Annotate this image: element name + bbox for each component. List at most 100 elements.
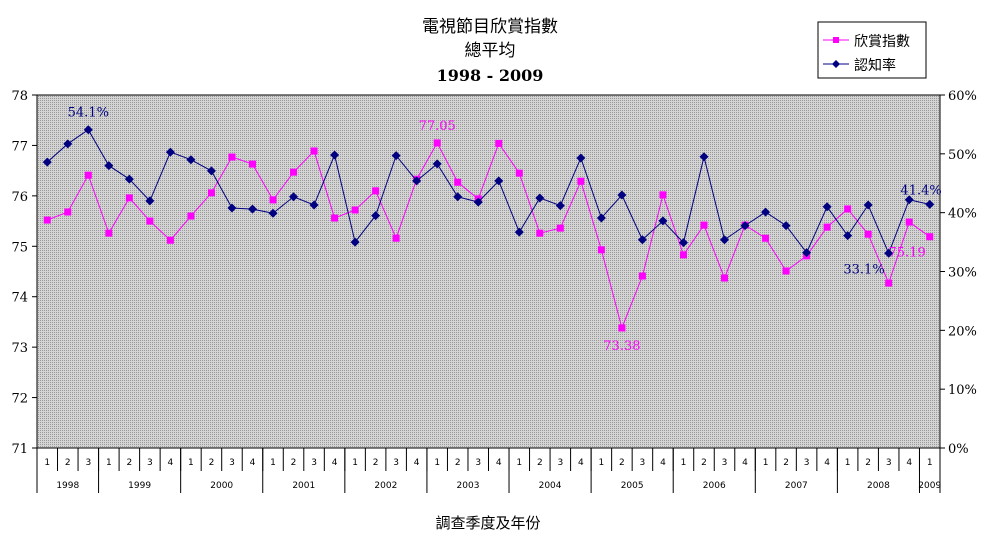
data-point-diamond [863,200,873,210]
data-point-square [618,324,626,332]
data-point-diamond [596,213,606,223]
quarter-label: 4 [578,458,584,468]
data-point-square [187,212,195,220]
year-label: 2003 [457,481,480,491]
data-point-diamond [720,235,730,245]
quarter-label: 4 [496,458,502,468]
y-left-tick-label: 71 [11,442,28,457]
data-point-square [331,214,339,222]
data-point-square [166,236,174,244]
y-left-tick-label: 77 [11,139,28,154]
quarter-label: 1 [106,458,112,468]
data-point-diamond [63,139,73,149]
data-point-square [248,160,256,168]
data-point-diamond [412,176,422,186]
quarter-label: 2 [373,458,379,468]
data-point-diamond [555,201,565,211]
data-point-diamond [145,196,155,206]
chart-title: 電視節目欣賞指數 [422,17,558,37]
quarter-label: 2 [619,458,625,468]
data-point-square [146,217,154,225]
quarter-label: 4 [414,458,420,468]
year-label: 2008 [867,481,890,491]
data-point-diamond [268,208,278,218]
data-point-diamond [371,211,381,221]
year-label: 1998 [56,481,79,491]
data-point-square [536,229,544,237]
data-point-diamond [165,147,175,157]
data-point-diamond [330,150,340,160]
data-point-diamond [206,166,216,176]
year-label: 2007 [785,481,808,491]
data-point-diamond [904,195,914,205]
series-line-1 [46,128,930,255]
y-right-tick-label: 30% [948,266,977,281]
data-label: 41.4% [900,183,941,198]
data-point-square [556,224,564,232]
data-point-diamond [761,207,771,217]
year-label: 2001 [292,481,315,491]
data-point-square [905,218,913,226]
data-point-diamond [42,157,52,167]
data-point-diamond [576,153,586,163]
quarter-label: 4 [742,458,748,468]
quarter-label: 1 [352,458,358,468]
data-point-diamond [289,192,299,202]
quarter-label: 4 [332,458,338,468]
chart-subtitle: 總平均 [465,41,516,61]
data-point-diamond [802,248,812,258]
data-label: 77.05 [419,119,456,134]
year-label: 1999 [128,481,151,491]
quarter-label: 4 [824,458,830,468]
y-right-tick-label: 10% [948,383,977,398]
quarter-label: 1 [44,458,50,468]
data-point-diamond [247,204,257,214]
data-point-square [207,189,215,197]
data-point-square [228,153,236,161]
quarter-label: 2 [701,458,707,468]
data-point-square [105,229,113,237]
data-point-square [433,139,441,147]
legend-label: 認知率 [854,57,896,74]
legend-marker-diamond [832,60,840,68]
data-point-diamond [637,235,647,245]
data-point-diamond [535,193,545,203]
data-point-diamond [453,192,463,202]
data-point-diamond [884,248,894,258]
legend-marker-square [833,37,839,43]
data-point-diamond [186,155,196,165]
data-label: 75.19 [889,246,926,261]
quarter-label: 1 [845,458,851,468]
quarter-label: 3 [311,458,317,468]
quarter-label: 2 [537,458,543,468]
data-point-diamond [350,237,360,247]
quarter-label: 3 [640,458,646,468]
quarter-label: 3 [886,458,892,468]
data-point-diamond [658,216,668,226]
data-point-square [885,279,893,287]
quarter-label: 1 [927,458,933,468]
data-point-diamond [309,200,319,210]
quarter-label: 4 [906,458,912,468]
data-point-diamond [124,174,134,184]
year-label: 2009 [918,481,941,491]
quarter-label: 3 [85,458,91,468]
quarter-label: 2 [291,458,297,468]
year-label: 2002 [374,481,397,491]
quarter-label: 1 [434,458,440,468]
data-point-square [721,274,729,282]
data-point-diamond [678,238,688,248]
y-left-tick-label: 78 [11,89,28,104]
quarter-label: 2 [783,458,789,468]
year-label: 2006 [703,481,726,491]
data-point-square [515,169,523,177]
data-point-diamond [432,159,442,169]
data-point-diamond [494,176,504,186]
data-point-square [269,196,277,204]
y-left-tick-label: 75 [11,240,28,255]
data-point-square [762,234,770,242]
y-right-tick-label: 50% [948,148,977,163]
x-axis-label: 調查季度及年份 [435,514,540,532]
quarter-label: 3 [804,458,810,468]
